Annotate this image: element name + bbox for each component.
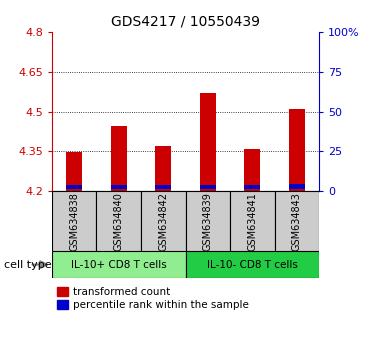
Text: GDS4217 / 10550439: GDS4217 / 10550439 xyxy=(111,14,260,28)
Bar xyxy=(111,185,127,189)
Bar xyxy=(66,152,82,191)
Bar xyxy=(96,191,141,251)
Legend: transformed count, percentile rank within the sample: transformed count, percentile rank withi… xyxy=(57,287,249,310)
Text: GSM634839: GSM634839 xyxy=(203,192,213,251)
Bar xyxy=(52,251,186,278)
Bar xyxy=(155,185,171,189)
Text: IL-10+ CD8 T cells: IL-10+ CD8 T cells xyxy=(71,259,167,270)
Bar xyxy=(200,185,216,189)
Bar xyxy=(289,184,305,188)
Text: cell type: cell type xyxy=(4,259,51,270)
Text: IL-10- CD8 T cells: IL-10- CD8 T cells xyxy=(207,259,298,270)
Bar xyxy=(155,146,171,191)
Bar xyxy=(200,93,216,191)
Bar xyxy=(141,191,186,251)
Bar xyxy=(186,191,230,251)
Bar xyxy=(230,191,275,251)
Bar xyxy=(275,191,319,251)
Bar xyxy=(66,185,82,189)
Bar xyxy=(186,251,319,278)
Text: GSM634843: GSM634843 xyxy=(292,192,302,251)
Bar xyxy=(244,149,260,191)
Bar xyxy=(244,185,260,189)
Text: GSM634841: GSM634841 xyxy=(247,192,257,251)
Text: GSM634842: GSM634842 xyxy=(158,192,168,251)
Text: GSM634838: GSM634838 xyxy=(69,192,79,251)
Text: GSM634840: GSM634840 xyxy=(114,192,124,251)
Bar xyxy=(52,191,96,251)
Bar xyxy=(111,126,127,191)
Bar xyxy=(289,109,305,191)
